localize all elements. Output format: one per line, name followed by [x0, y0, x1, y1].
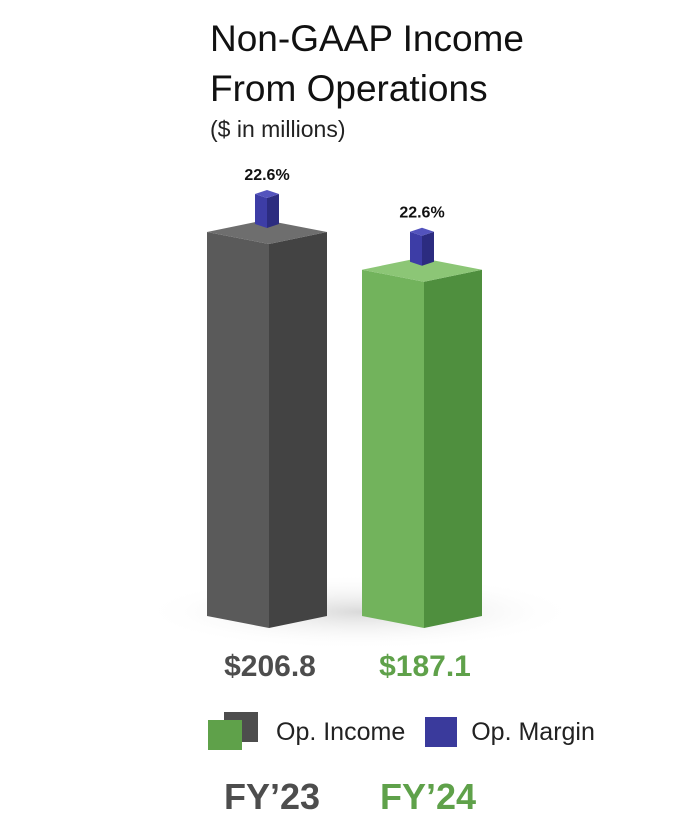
chart-title-line1: Non-GAAP Income: [210, 18, 524, 59]
chart-legend: Op. Income Op. Margin: [208, 712, 615, 752]
margin-marker-fy24: [410, 227, 434, 266]
margin-marker-fy23: [255, 190, 279, 228]
bar-fy24: [362, 257, 482, 628]
legend-label-op-margin: Op. Margin: [471, 717, 595, 746]
legend-item-op-income: Op. Income: [208, 712, 405, 752]
chart-title: Non-GAAP Income From Operations: [210, 14, 524, 114]
legend-swatch-op-margin: [425, 717, 458, 747]
chart-title-line2: From Operations: [210, 68, 488, 109]
bar-fy23: [207, 220, 327, 628]
value-label-fy23: $206.8: [224, 650, 316, 683]
legend-item-op-margin: Op. Margin: [425, 716, 595, 748]
value-label-fy24: $187.1: [379, 650, 471, 683]
chart-subtitle: ($ in millions): [210, 116, 346, 142]
category-label-fy23: FY’23: [223, 776, 321, 817]
legend-label-op-income: Op. Income: [276, 717, 406, 746]
margin-label-fy23: 22.6%: [244, 167, 289, 184]
legend-swatch-op-income: [208, 712, 258, 750]
margin-label-fy24: 22.6%: [399, 205, 444, 222]
category-label-fy24: FY’24: [379, 776, 477, 817]
floor-shadow: [140, 574, 580, 650]
